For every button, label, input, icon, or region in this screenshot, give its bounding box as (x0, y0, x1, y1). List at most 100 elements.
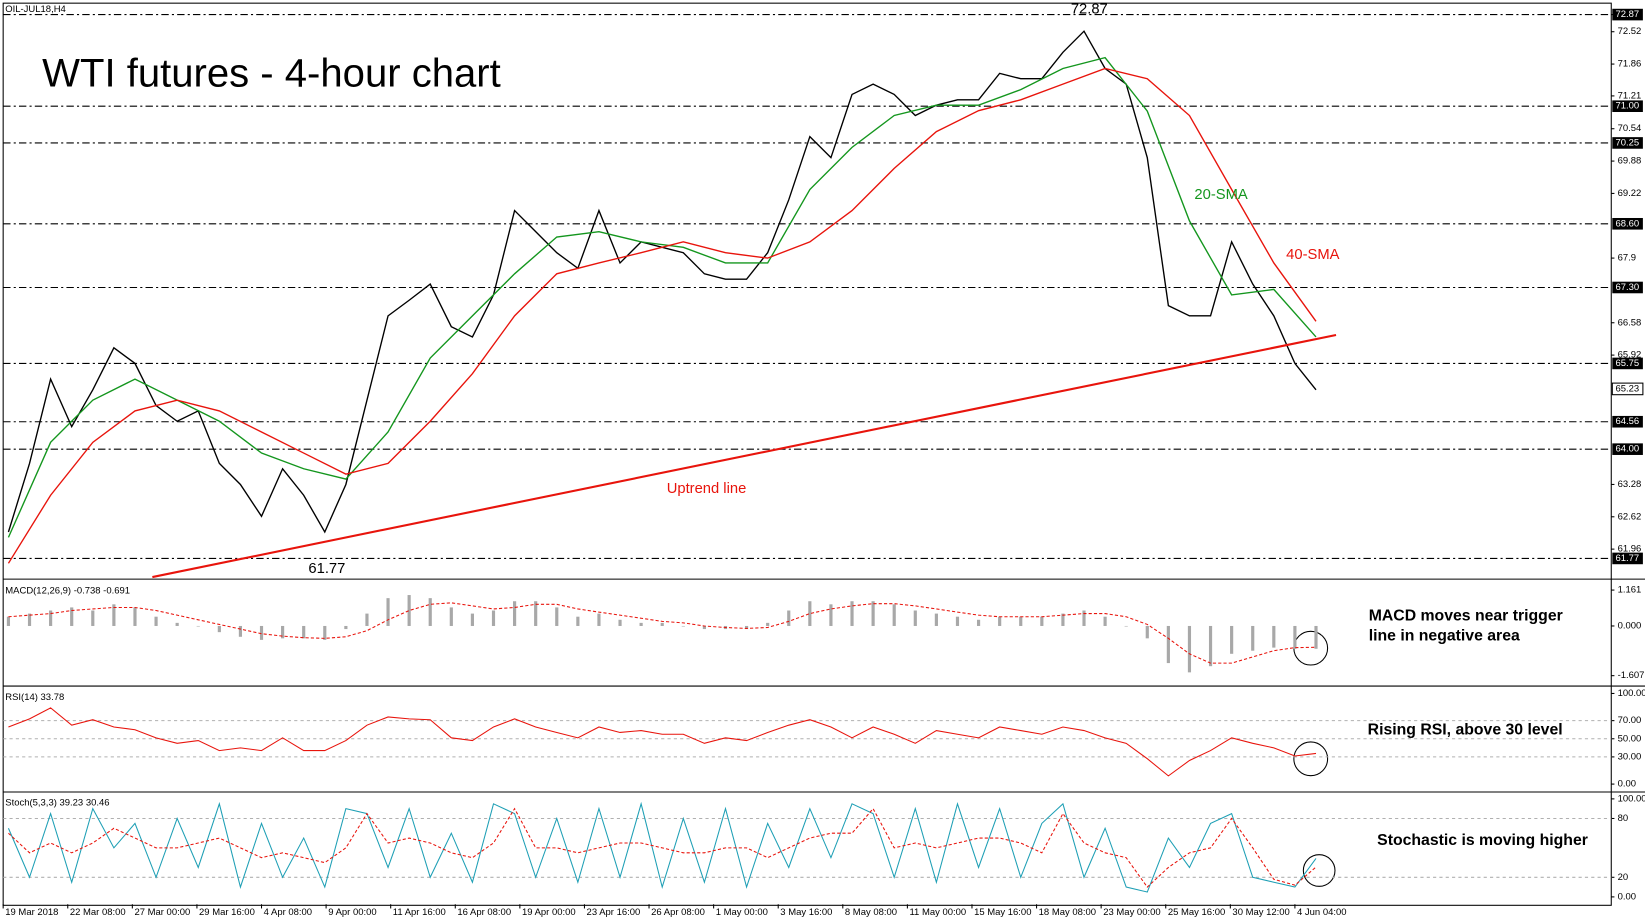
level-box (1612, 8, 1643, 21)
histogram-bar (660, 622, 664, 626)
histogram-bar (829, 604, 833, 626)
series-label: 40-SMA (1286, 247, 1339, 263)
level-box (1612, 357, 1643, 370)
x-tick-label: 27 Mar 00:00 (134, 907, 190, 918)
y-tick-label: 63.28 (1618, 479, 1642, 490)
y-tick-label: 100.00 (1618, 793, 1645, 804)
x-tick-label: 15 May 16:00 (974, 907, 1031, 918)
highlight-circle (1302, 854, 1336, 887)
histogram-bar (281, 625, 285, 639)
x-tick-label: 19 Apr 00:00 (522, 907, 576, 918)
x-tick-label: 1 May 00:00 (716, 907, 768, 918)
indicator-label: Stoch(5,3,3) 39.23 30.46 (5, 798, 109, 809)
histogram-bar (1230, 625, 1234, 654)
histogram-bar (217, 625, 221, 633)
histogram-bar (196, 625, 200, 627)
annotation: 72.87 (1071, 1, 1108, 17)
histogram-bar (808, 601, 812, 626)
y-tick-label: 66.58 (1618, 317, 1642, 328)
y-tick-label: -1.607 (1618, 670, 1645, 681)
y-tick-label: 72.52 (1618, 26, 1642, 37)
histogram-bar (1103, 616, 1107, 626)
y-tick-label: 0.000 (1618, 620, 1642, 631)
series-line (8, 602, 1317, 664)
level-box (1612, 137, 1643, 149)
y-tick-label: 65.92 (1618, 350, 1642, 361)
price-box (1611, 382, 1644, 396)
price-label: 65.23 (1615, 383, 1639, 394)
histogram-bar (955, 616, 960, 626)
y-tick-label: 100.00 (1618, 688, 1645, 699)
y-tick-label: 69.22 (1618, 188, 1642, 199)
x-tick-label: 26 Apr 08:00 (651, 907, 705, 918)
indicator-label: RSI(14) 33.78 (5, 692, 64, 703)
symbol-label: OIL-JUL18,H4 (5, 4, 66, 15)
histogram-bar (154, 616, 158, 626)
x-tick-label: 4 Jun 04:00 (1297, 907, 1347, 918)
histogram-bar (344, 625, 348, 630)
histogram-bar (133, 607, 137, 626)
series-line (7, 801, 1317, 893)
histogram-bar (449, 607, 453, 626)
y-tick-label: 70.54 (1618, 123, 1642, 134)
trend-line (152, 333, 1337, 579)
histogram-bar (1124, 625, 1128, 627)
histogram-bar (1251, 625, 1255, 651)
histogram-bar (1061, 613, 1065, 626)
y-tick-label: 1.161 (1618, 585, 1642, 596)
level-label: 64.00 (1615, 444, 1639, 455)
histogram-bar (618, 619, 622, 626)
y-tick-label: 67.9 (1618, 253, 1636, 264)
histogram-bar (491, 610, 496, 626)
histogram-bar (1314, 625, 1318, 649)
level-label: 72.87 (1615, 9, 1639, 20)
level-label: 65.75 (1615, 358, 1639, 369)
level-box (1612, 100, 1643, 112)
y-tick-label: 20 (1618, 872, 1629, 883)
x-tick-label: 11 Apr 16:00 (393, 907, 446, 918)
histogram-bar (639, 622, 643, 626)
annotation: 61.77 (308, 561, 345, 577)
histogram-bar (1272, 625, 1276, 648)
level-label: 61.77 (1615, 553, 1639, 564)
y-tick-label: 61.96 (1618, 544, 1642, 555)
histogram-bar (238, 625, 243, 637)
histogram-bar (470, 613, 474, 626)
series-line (7, 56, 1317, 538)
histogram-bar (766, 622, 770, 626)
y-tick-label: 62.62 (1618, 511, 1642, 522)
y-tick-label: 30.00 (1618, 751, 1642, 762)
x-tick-label: 23 Apr 16:00 (587, 907, 641, 918)
x-tick-label: 29 Mar 16:00 (199, 907, 255, 918)
histogram-bar (428, 598, 432, 626)
histogram-bar (302, 625, 306, 639)
histogram-bar (49, 610, 53, 626)
x-tick-label: 3 May 16:00 (780, 907, 832, 918)
histogram-bar (871, 601, 875, 626)
indicator-label: MACD(12,26,9) -0.738 -0.691 (5, 586, 130, 597)
y-tick-label: 71.86 (1618, 59, 1642, 70)
histogram-bar (27, 613, 32, 626)
level-label: 67.30 (1615, 282, 1639, 293)
histogram-bar (513, 601, 517, 626)
histogram-bar (1293, 625, 1297, 649)
histogram-bar (175, 622, 179, 626)
trend-label: Uptrend line (667, 481, 747, 497)
histogram-bar (70, 607, 74, 626)
level-box (1612, 552, 1643, 565)
histogram-bar (913, 610, 917, 626)
y-tick-label: 0.00 (1618, 891, 1636, 902)
x-tick-label: 4 Apr 08:00 (264, 907, 312, 918)
annotation: MACD moves near trigger (1369, 608, 1563, 625)
histogram-bar (555, 607, 559, 626)
y-tick-label: 0.00 (1618, 779, 1636, 790)
histogram-bar (259, 625, 264, 640)
histogram-bar (6, 616, 11, 626)
level-box (1612, 281, 1643, 294)
x-tick-label: 30 May 12:00 (1232, 907, 1289, 918)
histogram-bar (365, 613, 369, 626)
histogram-bar (323, 625, 327, 640)
histogram-bar (1082, 610, 1086, 626)
histogram-bar (850, 601, 854, 626)
